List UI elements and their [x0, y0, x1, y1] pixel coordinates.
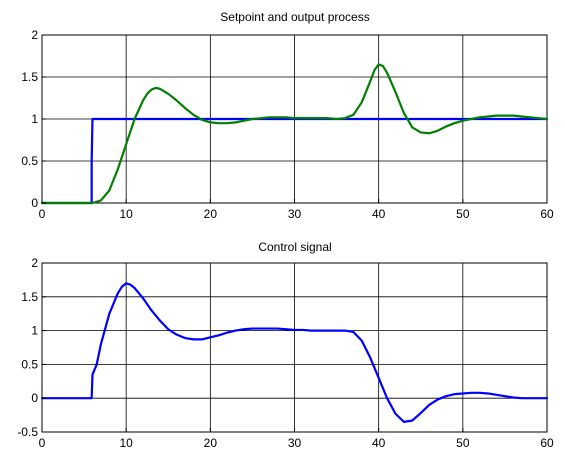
y-tick-label: 1.5 [21, 70, 38, 84]
y-tick-label: 1 [31, 112, 38, 126]
x-tick-label: 60 [540, 436, 554, 450]
x-tick-label: 30 [288, 436, 302, 450]
x-tick-label: 0 [39, 207, 46, 221]
x-tick-label: 20 [204, 207, 218, 221]
x-tick-label: 50 [456, 207, 470, 221]
series-line-1 [40, 282, 549, 423]
grid-lines [42, 263, 547, 432]
y-tick-label: 2 [31, 256, 38, 270]
y-tick-label: 2 [31, 28, 38, 42]
x-tick-label: 60 [540, 207, 554, 221]
y-tick-label: 0.5 [21, 357, 38, 371]
x-tick-label: 10 [119, 436, 133, 450]
series-layer [40, 63, 549, 205]
setpoint-output-panel: Setpoint and output process 0 10 20 30 40 50 6… [21, 10, 554, 221]
y-tick-label: 0 [31, 196, 38, 210]
chart-title: Control signal [258, 240, 331, 254]
series-line-2 [40, 63, 549, 205]
x-tick-label: 0 [39, 436, 46, 450]
x-tick-label: 50 [456, 436, 470, 450]
x-tick-label: 40 [372, 207, 386, 221]
x-tick-label: 40 [372, 436, 386, 450]
y-tick-label: 1 [31, 324, 38, 338]
x-tick-label: 20 [204, 436, 218, 450]
x-tick-label: 10 [119, 207, 133, 221]
x-tick-label: 30 [288, 207, 302, 221]
y-tick-label: -0.5 [17, 425, 38, 439]
y-tick-label: 0.5 [21, 154, 38, 168]
y-tick-label: 1.5 [21, 290, 38, 304]
chart-title: Setpoint and output process [220, 10, 369, 24]
tick-layer: 0 10 20 30 40 50 60 0 0.5 1 1.5 2 [21, 28, 554, 221]
tick-layer: 0 10 20 30 40 50 60-0.500.511.52 [17, 256, 554, 450]
control-signal-panel: Control signal 0 10 20 30 40 50 60-0.500.511.5… [17, 240, 554, 450]
series-layer [40, 282, 549, 423]
y-tick-label: 0 [31, 391, 38, 405]
